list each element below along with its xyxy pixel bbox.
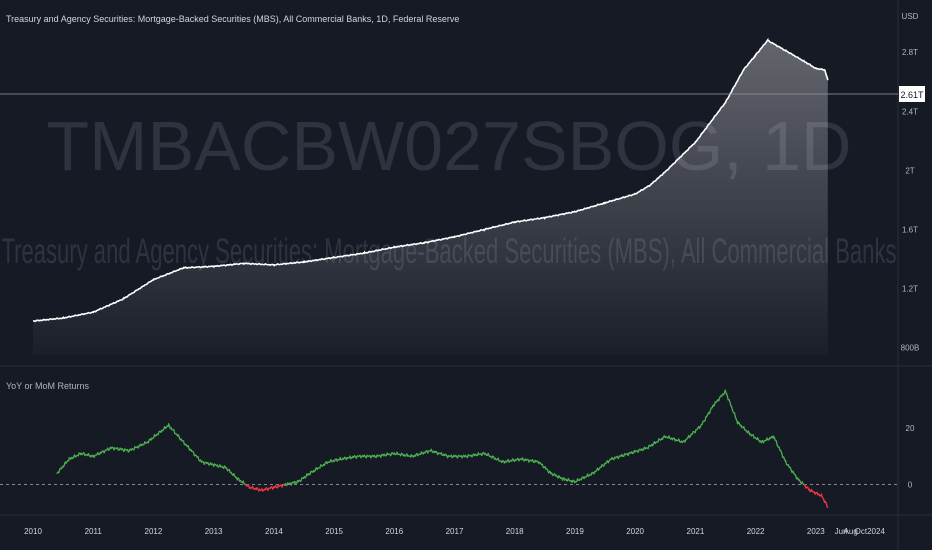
time-axis-label: 2024 (867, 527, 885, 536)
price-axis-tick: 2T (905, 166, 914, 175)
currency-label: USD (902, 12, 919, 21)
time-axis-label: 2017 (446, 527, 464, 536)
time-axis-label: 2014 (265, 527, 283, 536)
indicator-axis-tick: 20 (906, 424, 915, 433)
time-axis-label: 2019 (566, 527, 584, 536)
returns-segment (775, 440, 778, 446)
time-axis-label: 2015 (325, 527, 343, 536)
returns-segment (781, 452, 784, 458)
returns-segment (729, 401, 732, 407)
time-axis-label: Aug (844, 527, 858, 536)
time-axis-label: 2010 (24, 527, 42, 536)
time-axis-label: 2023 (807, 527, 825, 536)
price-axis-tick: 2.8T (902, 48, 918, 57)
returns-segment (704, 416, 707, 422)
returns-segment (733, 412, 737, 418)
time-axis-label: 2011 (85, 527, 103, 536)
indicator-axis-tick: 0 (908, 481, 913, 490)
price-axis-tick: 2.4T (902, 107, 918, 116)
price-axis-tick: 800B (901, 344, 920, 353)
main-series-line (32, 37, 829, 323)
returns-segment (731, 406, 734, 412)
last-value-label: 2.61T (900, 90, 924, 100)
price-axis-tick: 1.6T (902, 225, 918, 234)
price-axis-tick: 1.2T (902, 285, 918, 294)
main-area-fill (33, 40, 828, 355)
returns-segment (726, 395, 729, 401)
time-axis-label: 2021 (687, 527, 705, 536)
last-value-badge (899, 86, 925, 102)
time-axis-label: 2016 (385, 527, 403, 536)
time-axis-label: 2020 (626, 527, 644, 536)
indicator-title: YoY or MoM Returns (6, 381, 90, 391)
time-axis-label: 2012 (145, 527, 163, 536)
time-axis-label: Jun (835, 527, 848, 536)
time-axis-label: Oct (855, 527, 868, 536)
time-axis-label: 2013 (205, 527, 223, 536)
time-axis-label: 2018 (506, 527, 524, 536)
time-axis-label: 2022 (747, 527, 765, 536)
chart-title: Treasury and Agency Securities: Mortgage… (6, 14, 460, 24)
